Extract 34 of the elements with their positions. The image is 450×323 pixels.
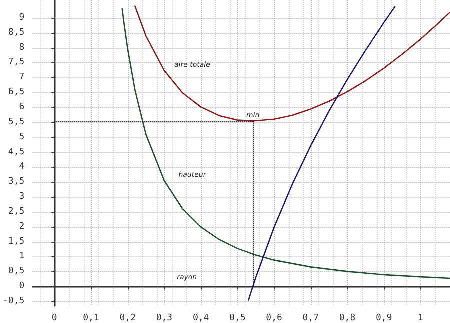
x-tick-label: 0,5 xyxy=(230,314,246,323)
y-tick-label: 1,5 xyxy=(8,236,25,247)
line-series xyxy=(122,8,450,280)
y-tick-label: 0,5 xyxy=(8,266,25,277)
x-tick-label: 1 xyxy=(418,314,424,323)
y-tick-label: 3 xyxy=(19,192,25,202)
y-tick-label: 0 xyxy=(19,282,25,292)
y-tick-label: 2 xyxy=(19,222,25,232)
y-tick-label: -0,5 xyxy=(2,296,25,307)
x-tick-label: 0,3 xyxy=(156,314,173,323)
x-tick-label: 0,2 xyxy=(120,314,136,323)
y-tick-label: 6,5 xyxy=(8,88,25,98)
y-tick-label: 3,5 xyxy=(8,177,25,188)
y-tick-label: 4,5 xyxy=(8,147,25,158)
y-tick-label: 8,5 xyxy=(8,28,25,38)
x-tick-label: 0,6 xyxy=(266,314,282,323)
line-series xyxy=(248,6,396,301)
y-tick-label: 4 xyxy=(19,162,25,172)
y-tick-label: 9 xyxy=(19,12,25,23)
x-tick-label: 0,1 xyxy=(83,314,100,323)
y-tick-label: 8 xyxy=(19,42,25,53)
y-tick-label: 7 xyxy=(19,72,25,83)
y-tick-label: 7,5 xyxy=(8,58,25,68)
y-tick-label: 5,5 xyxy=(8,117,25,128)
y-tick-label: 2,5 xyxy=(8,206,25,217)
x-tick-label: 0 xyxy=(52,314,58,323)
x-tick-label: 0,9 xyxy=(376,314,392,323)
x-tick-label: 0,8 xyxy=(339,314,356,323)
y-tick-label: 6 xyxy=(19,102,25,112)
x-tick-label: 0,4 xyxy=(192,314,210,323)
y-tick-label: 1 xyxy=(19,252,25,262)
line-series xyxy=(134,6,450,122)
y-tick-label: 5 xyxy=(19,132,25,142)
x-tick-label: 0,7 xyxy=(302,314,320,323)
